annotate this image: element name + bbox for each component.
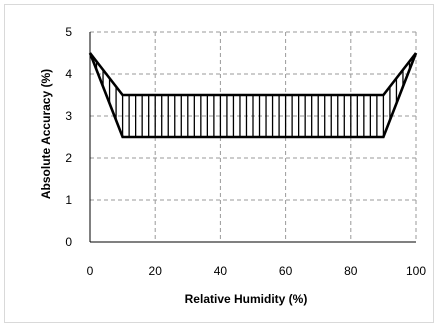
upper-limit-line <box>88 52 418 97</box>
x-tick-label: 100 <box>406 264 426 278</box>
x-tick-label: 40 <box>214 264 228 278</box>
lower-limit-line <box>88 52 418 139</box>
y-tick-label: 1 <box>65 193 72 207</box>
chart-frame <box>4 4 434 323</box>
x-axis-label: Relative Humidity (%) <box>185 292 308 306</box>
y-tick-label: 2 <box>65 151 72 165</box>
y-tick-label: 3 <box>65 109 72 123</box>
y-axis-label: Absolute Accuracy (%) <box>39 69 53 199</box>
hatch-lines <box>95 61 411 137</box>
axes <box>89 32 416 243</box>
x-tick-label: 0 <box>87 264 94 278</box>
x-tick-labels: 0 20 40 60 80 100 <box>87 264 427 278</box>
x-tick-label: 20 <box>149 264 163 278</box>
y-tick-label: 5 <box>65 25 72 39</box>
y-tick-labels: 0 1 2 3 4 5 <box>65 25 72 249</box>
x-tick-label: 80 <box>344 264 358 278</box>
y-tick-label: 0 <box>65 235 72 249</box>
x-tick-label: 60 <box>279 264 293 278</box>
series-lines <box>88 52 418 139</box>
y-tick-label: 4 <box>65 67 72 81</box>
